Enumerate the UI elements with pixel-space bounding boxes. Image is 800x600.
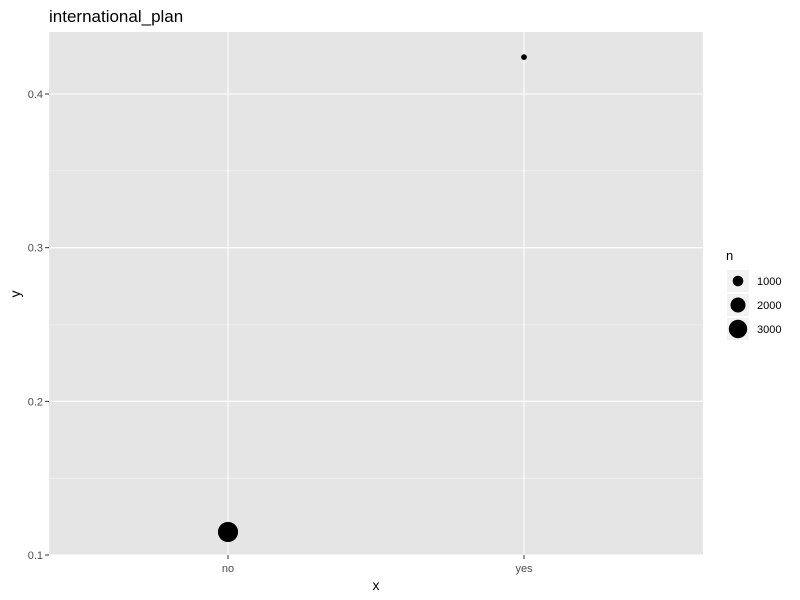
y-tick-label: 0.1: [28, 550, 43, 562]
legend-label: 1000: [757, 276, 781, 288]
data-point: [217, 521, 239, 543]
legend-symbol: [728, 319, 748, 339]
y-axis-ticks: 0.1 0.2 0.3 0.4: [28, 89, 49, 562]
y-tick-label: 0.4: [28, 89, 43, 101]
legend-label: 3000: [757, 324, 781, 336]
data-point: [521, 54, 527, 61]
chart-title: international_plan: [49, 7, 183, 26]
legend-symbol: [730, 297, 746, 313]
y-axis-label: y: [7, 291, 23, 298]
x-axis-label: x: [373, 577, 380, 593]
y-tick-label: 0.2: [28, 396, 43, 408]
x-axis-ticks: no yes: [222, 555, 533, 575]
x-tick-label: yes: [515, 563, 533, 575]
legend-title: n: [726, 248, 733, 263]
x-tick-label: no: [222, 563, 234, 575]
minor-gridlines: [49, 170, 703, 479]
data-points: [217, 54, 527, 543]
legend-symbol: [732, 275, 744, 287]
major-gridlines: [49, 32, 703, 556]
legend: n 1000 2000 3000: [726, 248, 781, 340]
legend-label: 2000: [757, 300, 781, 312]
plot-panel: [49, 32, 703, 555]
y-tick-label: 0.3: [28, 243, 43, 255]
